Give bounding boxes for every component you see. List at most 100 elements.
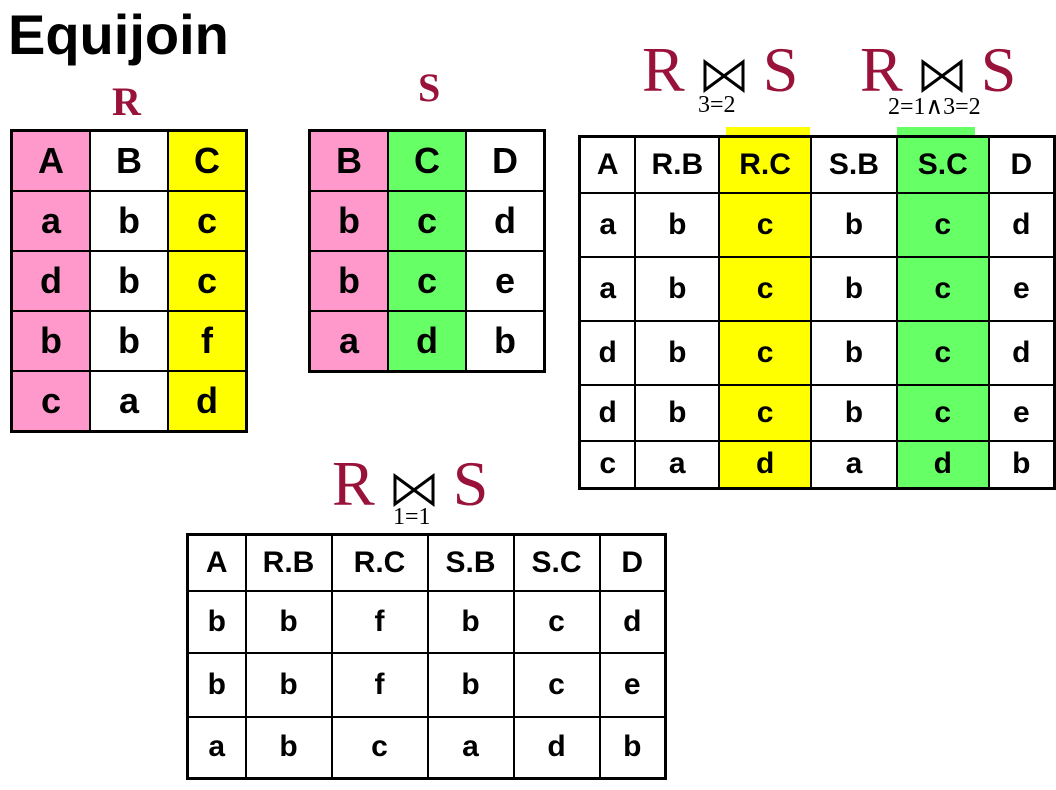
header-cell: B (308, 129, 389, 192)
header-cell: R.C (718, 135, 813, 194)
header-cell: A (186, 533, 247, 592)
header-cell: S.C (512, 533, 601, 592)
table-cell: c (330, 715, 429, 780)
join-left-operand: R (860, 34, 903, 105)
table-cell: d (465, 190, 546, 252)
table-cell: d (895, 439, 990, 490)
table-row: b c e (308, 250, 546, 312)
join-condition-c: 1=1 (393, 504, 431, 530)
table-cell: b (634, 319, 721, 386)
relation-s-table: B C D b c d b c e a d b (308, 129, 546, 373)
table-cell: b (465, 310, 546, 373)
table-row: c a d (10, 370, 248, 433)
table-cell: e (465, 250, 546, 312)
table-cell: b (244, 589, 333, 654)
table-cell: c (387, 190, 467, 252)
table-cell: b (634, 383, 721, 442)
table-cell: c (167, 190, 248, 252)
table-row: a d b (308, 310, 546, 373)
equijoin-result-table-top: A R.B R.C S.B S.C D a b c b c d a b c b … (578, 135, 1056, 490)
table-cell: c (718, 319, 813, 386)
table-cell: c (387, 250, 467, 312)
table-cell: b (426, 651, 515, 718)
table-row: b b f b c d (186, 589, 667, 654)
header-cell: R.B (634, 135, 721, 194)
table-row: d b c (10, 250, 248, 312)
table-cell: b (810, 319, 898, 386)
table-cell: e (987, 255, 1056, 322)
table-cell: d (387, 310, 467, 373)
table-cell: c (512, 651, 601, 718)
table-cell: b (810, 191, 898, 258)
table-cell: c (718, 255, 813, 322)
table-row: a b c (10, 190, 248, 252)
table-cell: c (895, 383, 990, 442)
equijoin-result-table-bottom: A R.B R.C S.B S.C D b b f b c d b b f b … (186, 533, 667, 780)
join-right-operand: S (762, 34, 799, 105)
table-cell: c (895, 319, 990, 386)
header-cell: C (167, 129, 248, 192)
table-cell: a (186, 715, 247, 780)
bowtie-join-icon (921, 59, 963, 94)
table-cell: b (244, 715, 333, 780)
table-cell: b (89, 190, 169, 252)
header-cell: S.C (895, 135, 990, 194)
table-cell: b (810, 383, 898, 442)
header-cell: R.C (330, 533, 429, 592)
table-row: b c d (308, 190, 546, 252)
table-cell: b (308, 250, 389, 312)
table-cell: a (634, 439, 721, 490)
table-cell: a (810, 439, 898, 490)
join-expression-a: R S (642, 38, 798, 102)
header-cell: C (387, 129, 467, 192)
table-cell: d (987, 191, 1056, 258)
table-row: a b c b c d (578, 191, 1056, 258)
header-cell: D (598, 533, 667, 592)
table-header-row: A B C (10, 129, 248, 192)
table-cell: a (578, 191, 637, 258)
header-cell: R.B (244, 533, 333, 592)
page-title: Equijoin (8, 3, 229, 66)
table-row: a b c a d b (186, 715, 667, 780)
table-row: c a d a d b (578, 439, 1056, 490)
table-cell: b (810, 255, 898, 322)
table-cell: c (895, 191, 990, 258)
table-cell: a (308, 310, 389, 373)
table-cell: c (578, 439, 637, 490)
join-right-operand: S (452, 448, 489, 519)
table-cell: a (426, 715, 515, 780)
relation-s-label: S (418, 65, 441, 110)
table-cell: b (244, 651, 333, 718)
table-cell: b (426, 589, 515, 654)
join-left-operand: R (642, 34, 685, 105)
table-row: b b f (10, 310, 248, 372)
table-row: b b f b c e (186, 651, 667, 718)
table-row: d b c b c e (578, 383, 1056, 442)
table-cell: b (987, 439, 1056, 490)
table-cell: b (634, 191, 721, 258)
join-condition-b: 2=1∧3=2 (888, 94, 981, 120)
header-cell: A (578, 135, 637, 194)
header-cell: D (465, 129, 546, 192)
join-left-operand: R (332, 448, 375, 519)
table-cell: d (10, 250, 91, 312)
relation-r-table: A B C a b c d b c b b f c a d (10, 129, 248, 433)
table-cell: c (718, 191, 813, 258)
bowtie-join-icon (703, 59, 745, 94)
table-cell: d (598, 589, 667, 654)
table-cell: d (578, 383, 637, 442)
table-cell: d (578, 319, 637, 386)
table-cell: c (10, 370, 91, 433)
table-header-row: B C D (308, 129, 546, 192)
table-cell: b (186, 589, 247, 654)
table-cell: d (512, 715, 601, 780)
table-cell: b (89, 310, 169, 372)
table-cell: c (718, 383, 813, 442)
table-cell: f (167, 310, 248, 372)
table-cell: b (634, 255, 721, 322)
join-expression-c: R S (332, 452, 488, 516)
table-cell: d (167, 370, 248, 433)
table-row: a b c b c e (578, 255, 1056, 322)
header-cell: S.B (426, 533, 515, 592)
header-cell: S.B (810, 135, 898, 194)
